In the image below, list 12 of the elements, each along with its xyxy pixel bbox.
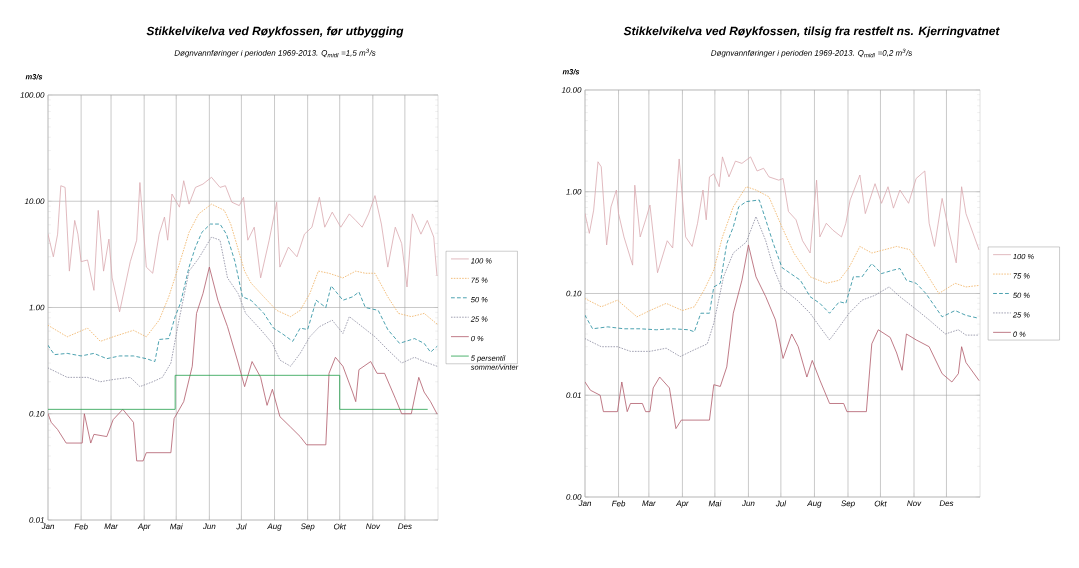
line-series [48,266,438,462]
chart-title: Stikkelvikelva ved Røykfossen, tilsig fra restfelt ns. Kjerringvatnet [623,26,1000,38]
line-series [585,156,980,274]
line-series [48,223,438,362]
line-series [585,199,980,333]
line-series [585,186,980,318]
line-series [48,236,438,388]
chart-title: Stikkelvikelva ved Røykfossen, før utbygging [146,26,404,38]
line-series [585,216,980,357]
line-series [585,244,980,430]
line-series [48,176,438,313]
line-series [48,203,438,342]
